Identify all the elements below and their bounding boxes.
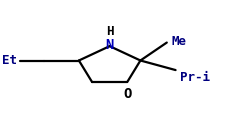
Text: Pr-i: Pr-i xyxy=(180,71,210,84)
Text: Et: Et xyxy=(2,54,17,67)
Text: H: H xyxy=(106,25,113,38)
Text: N: N xyxy=(106,38,114,52)
Text: O: O xyxy=(123,87,131,101)
Text: Me: Me xyxy=(171,35,186,48)
